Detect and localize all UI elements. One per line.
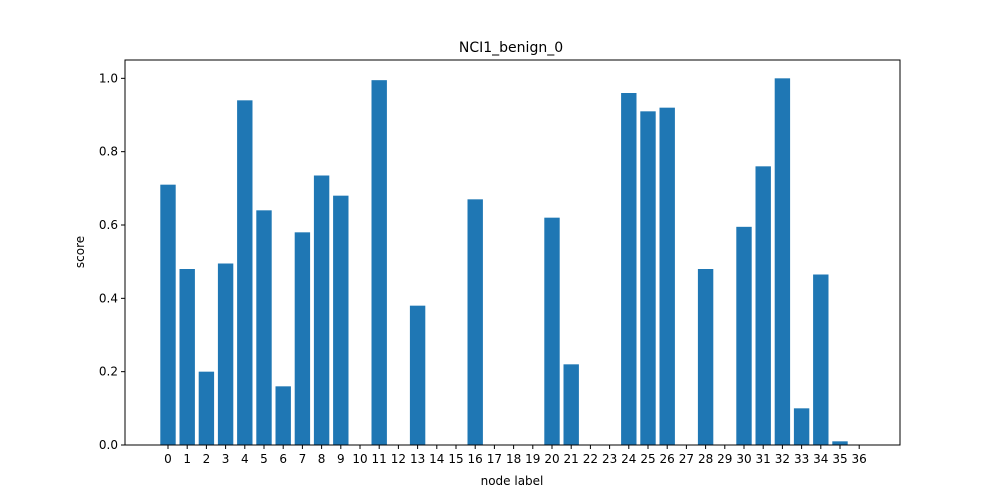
bar-node-1: [179, 269, 195, 445]
x-tick-label: 30: [736, 452, 751, 466]
bar-node-8: [313, 175, 330, 445]
bar-node-32: [774, 78, 791, 445]
y-axis: 0.0 0.2 0.4 0.6 0.8 1.0: [99, 71, 125, 452]
x-tick-label: 8: [318, 452, 326, 466]
bar-node-7: [294, 232, 311, 445]
bar-node-33: [793, 408, 810, 445]
bar-node-9: [333, 195, 349, 445]
x-tick-label: 36: [852, 452, 867, 466]
bar-node-35: [832, 441, 848, 445]
bar-node-28: [697, 269, 714, 445]
x-tick-label: 6: [279, 452, 287, 466]
bar-node-26: [659, 107, 675, 446]
x-tick-label: 20: [544, 452, 559, 466]
x-tick-label: 24: [621, 452, 636, 466]
x-tick-label: 25: [640, 452, 655, 466]
x-tick-label: 33: [794, 452, 809, 466]
x-tick-label: 29: [717, 452, 732, 466]
x-tick-label: 23: [602, 452, 617, 466]
x-tick-label: 12: [391, 452, 406, 466]
x-tick-label: 28: [698, 452, 713, 466]
x-tick-label: 16: [468, 452, 483, 466]
bar-node-4: [237, 100, 253, 445]
y-axis-label: score: [73, 236, 87, 268]
chart-title: NCI1_benign_0: [459, 40, 563, 56]
x-tick-label: 0: [164, 452, 172, 466]
bar-node-13: [409, 305, 426, 445]
y-tick-label: 0.2: [99, 365, 118, 379]
bar-node-3: [217, 263, 234, 445]
bar-node-24: [621, 93, 637, 445]
x-axis: 0 1 2 3 4 5 6 7 8 9 10 11 12 13 14 15 16 17 18 19 20 21 22 23 24…: [164, 445, 867, 466]
y-tick-label: 0.4: [99, 291, 118, 305]
x-tick-label: 1: [183, 452, 191, 466]
bar-node-5: [256, 210, 272, 445]
x-tick-label: 5: [260, 452, 268, 466]
y-tick-label: 0.8: [99, 145, 118, 159]
x-tick-label: 32: [775, 452, 790, 466]
bar-node-21: [563, 364, 579, 445]
bar-node-0: [160, 184, 176, 446]
bar-node-25: [640, 111, 656, 445]
x-tick-label: 31: [756, 452, 771, 466]
x-axis-label: node label: [481, 474, 544, 488]
bar-node-11: [371, 80, 387, 446]
x-tick-label: 26: [660, 452, 675, 466]
x-tick-label: 17: [487, 452, 502, 466]
x-tick-label: 4: [241, 452, 249, 466]
bars-group: [160, 78, 848, 446]
x-tick-label: 22: [583, 452, 598, 466]
x-tick-label: 2: [203, 452, 211, 466]
x-tick-label: 13: [410, 452, 425, 466]
bar-node-31: [755, 166, 771, 445]
x-tick-label: 3: [222, 452, 230, 466]
y-tick-label: 1.0: [99, 71, 118, 85]
x-tick-label: 7: [299, 452, 307, 466]
bar-node-34: [813, 274, 829, 445]
x-tick-label: 21: [564, 452, 579, 466]
y-tick-label: 0.0: [99, 438, 118, 452]
plot-frame: [124, 59, 901, 446]
x-tick-label: 9: [337, 452, 345, 466]
y-tick-label: 0.6: [99, 218, 118, 232]
bar-node-2: [198, 371, 215, 445]
x-tick-label: 35: [832, 452, 847, 466]
x-tick-label: 18: [506, 452, 521, 466]
x-tick-label: 27: [679, 452, 694, 466]
bar-node-20: [544, 217, 560, 445]
bar-node-6: [275, 386, 291, 445]
x-tick-label: 10: [352, 452, 367, 466]
x-tick-label: 15: [448, 452, 463, 466]
bar-node-30: [736, 226, 752, 445]
x-tick-label: 14: [429, 452, 444, 466]
bar-node-16: [467, 199, 483, 445]
x-tick-label: 11: [372, 452, 387, 466]
x-tick-label: 19: [525, 452, 540, 466]
x-tick-label: 34: [813, 452, 828, 466]
